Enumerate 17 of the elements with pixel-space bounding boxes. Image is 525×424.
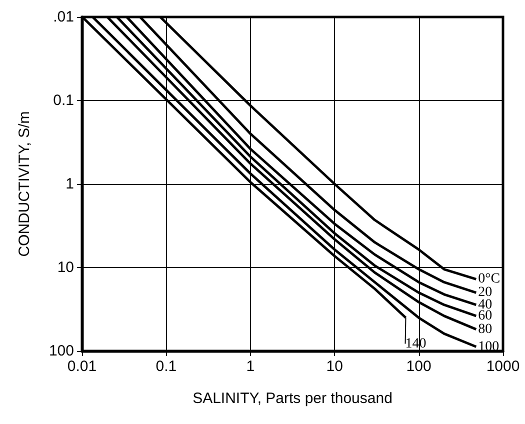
x-tick-label: 100: [406, 358, 432, 375]
x-axis-title: SALINITY, Parts per thousand: [192, 390, 392, 407]
x-tick-label: 0.1: [156, 358, 177, 375]
y-axis-title: CONDUCTIVITY, S/m: [16, 111, 33, 257]
y-tick-label: .01: [53, 8, 74, 26]
y-tick-label: 1: [66, 176, 74, 192]
series-label: 20: [478, 285, 492, 300]
y-tick-label: 10: [57, 259, 74, 276]
y-tick-label: 0.1: [53, 92, 74, 109]
x-tick-label: 1: [246, 358, 255, 375]
y-tick-label: 100: [48, 342, 74, 360]
x-tick-label: 1000: [486, 358, 520, 375]
series-label: 0°C: [478, 272, 500, 287]
series-label: 60: [478, 308, 492, 324]
x-tick-label: 0.01: [67, 358, 97, 375]
x-tick-label: 10: [326, 358, 343, 375]
series-label: 80: [478, 322, 492, 337]
